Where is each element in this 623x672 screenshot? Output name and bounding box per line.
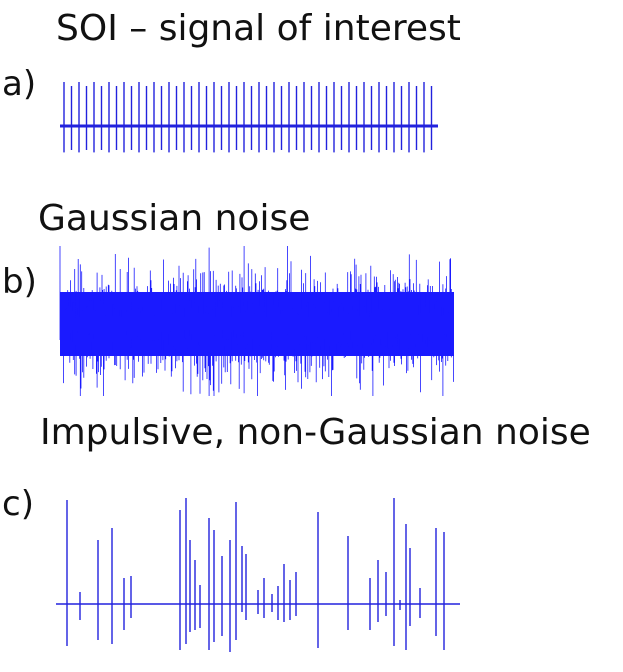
panel-b-title: Gaussian noise	[38, 198, 311, 239]
noise-trace	[59, 246, 454, 396]
panel-a-title: SOI – signal of interest	[56, 8, 461, 49]
panel-b-letter: b)	[2, 262, 37, 302]
impulsive-noise-waveform	[56, 498, 460, 652]
gaussian-noise-waveform	[59, 246, 454, 396]
panel-a-letter: a)	[2, 64, 37, 104]
soi-waveform	[60, 82, 438, 153]
panel-c-letter: c)	[2, 484, 34, 524]
panel-c-title: Impulsive, non-Gaussian noise	[40, 412, 591, 453]
